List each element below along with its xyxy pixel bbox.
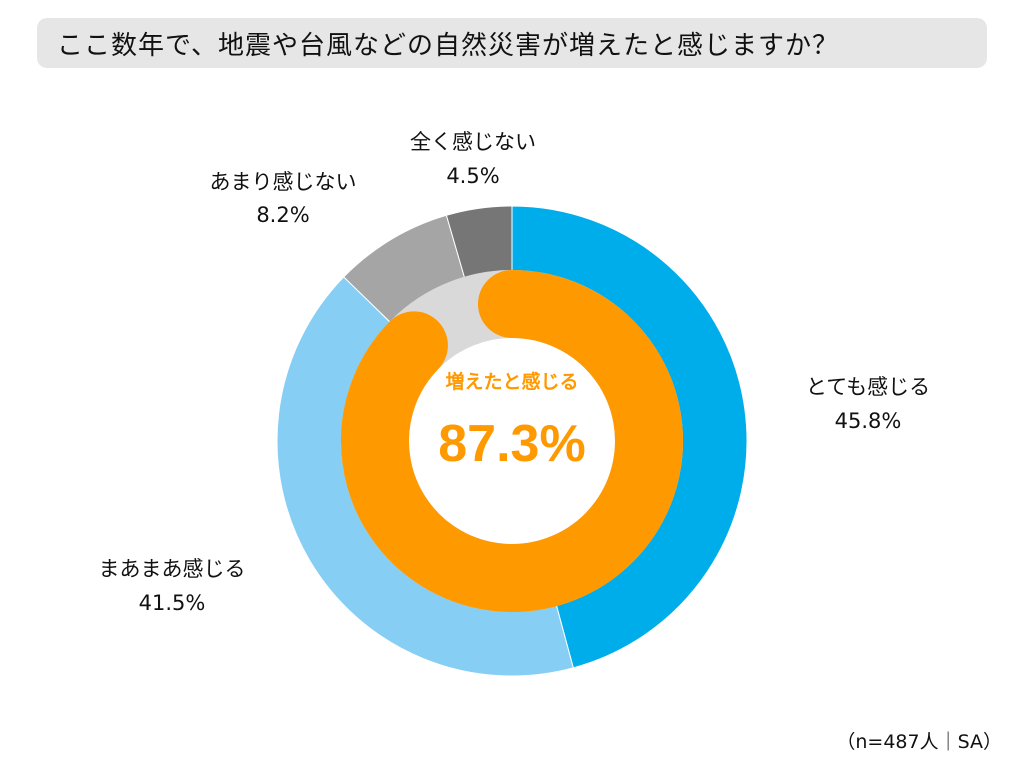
- inner-ring-value: 87.3%: [438, 415, 585, 473]
- slice-label-not-at-all: 全く感じない: [410, 130, 536, 154]
- slice-value-not-at-all: 4.5%: [446, 164, 499, 188]
- chart-title-bar: ここ数年で、地震や台風などの自然災害が増えたと感じますか？: [37, 18, 987, 68]
- slice-value-very-much: 45.8%: [835, 409, 902, 433]
- slice-label-very-much: とても感じる: [806, 375, 930, 399]
- inner-ring: [341, 270, 683, 612]
- inner-ring-label: 増えたと感じる: [445, 370, 578, 393]
- slice-value-somewhat: 41.5%: [139, 591, 206, 615]
- slice-label-somewhat: まあまあ感じる: [99, 557, 246, 581]
- slice-value-not-much: 8.2%: [256, 203, 309, 227]
- chart-title: ここ数年で、地震や台風などの自然災害が増えたと感じますか？: [57, 30, 839, 61]
- sample-size-note: （n=487人｜SA）: [836, 731, 1002, 753]
- slice-label-not-much: あまり感じない: [210, 170, 357, 194]
- inner-ring-arc: [341, 270, 683, 612]
